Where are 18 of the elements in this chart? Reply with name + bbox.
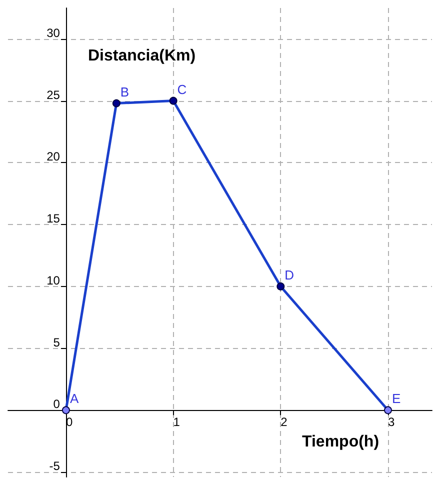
y-axis-title: Distancia(Km) [88, 48, 196, 64]
y-tick-label: 20 [46, 150, 60, 164]
y-tick-label: 25 [46, 88, 60, 102]
annotation: E [392, 391, 401, 406]
y-tick-label: 30 [46, 26, 60, 40]
x-tick-label: 2 [280, 415, 288, 430]
y-tick-label: 15 [46, 212, 60, 226]
annotation: A [70, 391, 79, 406]
y-tick-label: 0 [53, 397, 60, 412]
annotation: D [284, 267, 294, 282]
x-tick-label: 1 [173, 415, 180, 430]
annotation: B [120, 84, 130, 100]
y-tick-label: 10 [46, 273, 60, 288]
y-tick-label: -5 [49, 459, 60, 474]
annotation: C [177, 82, 187, 97]
x-axis-title: Tiempo(h) [302, 434, 380, 450]
y-tick-label: 5 [53, 335, 60, 350]
x-tick-label: 3 [388, 415, 395, 430]
